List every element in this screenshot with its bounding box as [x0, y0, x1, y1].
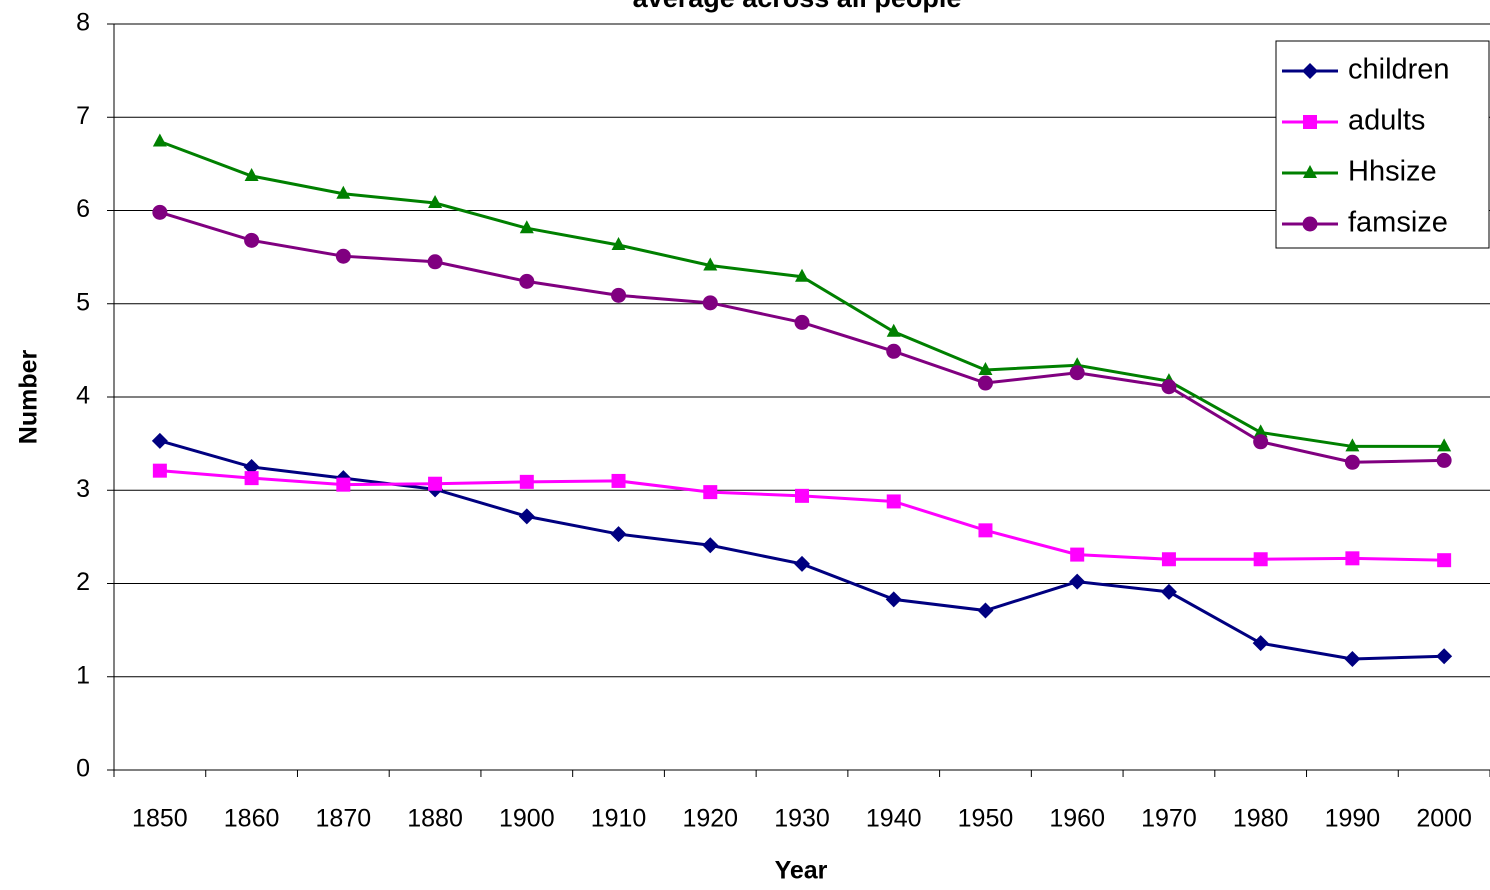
y-tick-label: 3	[76, 475, 90, 503]
x-axis-label: Year	[775, 857, 828, 885]
marker	[1253, 434, 1269, 450]
marker	[703, 257, 718, 271]
marker	[1161, 379, 1177, 395]
series-line	[159, 210, 1445, 464]
marker	[519, 273, 535, 289]
x-tick-label: 1990	[1325, 805, 1381, 833]
x-tick-label: 1870	[316, 805, 372, 833]
marker	[1345, 551, 1360, 566]
x-tick-label: 1880	[407, 805, 463, 833]
marker	[244, 471, 259, 486]
marker	[1344, 651, 1361, 668]
x-tick-label: 1930	[774, 805, 830, 833]
marker	[1253, 424, 1268, 438]
marker	[702, 537, 719, 554]
x-tick-label: 2000	[1416, 805, 1472, 833]
marker	[795, 488, 809, 503]
marker	[795, 268, 809, 282]
marker	[611, 237, 626, 251]
chart-title: average across all people	[633, 0, 962, 13]
marker	[1437, 553, 1452, 568]
marker	[518, 508, 535, 525]
series-line	[159, 439, 1445, 661]
marker	[702, 295, 718, 311]
y-tick-label: 6	[76, 195, 90, 223]
marker	[978, 361, 993, 375]
series-line	[159, 140, 1445, 448]
y-tick-label: 0	[76, 755, 90, 783]
y-tick-label: 5	[76, 288, 90, 316]
legend-label: adults	[1348, 105, 1425, 137]
marker	[610, 526, 627, 543]
legend-marker	[1303, 165, 1317, 178]
marker	[519, 474, 534, 489]
marker	[1253, 552, 1268, 567]
marker	[611, 287, 627, 303]
marker	[428, 476, 443, 491]
marker	[336, 185, 351, 199]
marker	[519, 220, 534, 234]
marker	[703, 485, 718, 500]
x-tick-label: 1920	[682, 805, 738, 833]
legend-marker	[1303, 115, 1317, 129]
marker	[1070, 547, 1085, 562]
x-tick-label: 1900	[499, 805, 555, 833]
legend-label: Hhsize	[1348, 156, 1437, 188]
marker	[336, 477, 351, 492]
marker	[244, 232, 260, 248]
x-tick-label: 1940	[866, 805, 922, 833]
y-tick-label: 2	[76, 568, 90, 596]
legend-marker	[1302, 63, 1318, 79]
marker	[1161, 552, 1176, 567]
x-tick-label: 1850	[132, 805, 188, 833]
marker	[1252, 635, 1269, 652]
marker	[794, 555, 810, 572]
x-tick-label: 1860	[224, 805, 280, 833]
y-tick-label: 8	[76, 9, 90, 37]
marker	[1436, 648, 1453, 665]
marker	[1437, 438, 1452, 452]
marker	[886, 494, 901, 509]
marker	[977, 375, 993, 391]
legend-marker	[1302, 216, 1318, 232]
x-tick-label: 1950	[958, 805, 1014, 833]
marker	[244, 167, 259, 181]
legend-label: children	[1348, 54, 1450, 86]
y-tick-label: 1	[76, 661, 90, 689]
marker	[977, 602, 994, 619]
series-line	[159, 469, 1445, 562]
y-tick-label: 4	[76, 382, 90, 410]
marker	[886, 323, 901, 337]
marker	[427, 254, 443, 270]
marker	[335, 248, 351, 264]
marker	[1345, 438, 1360, 452]
marker	[794, 314, 810, 330]
marker	[152, 463, 167, 478]
x-tick-label: 1980	[1233, 805, 1289, 833]
marker	[886, 343, 902, 359]
marker	[428, 195, 443, 209]
marker	[1069, 573, 1086, 590]
y-tick-label: 7	[76, 102, 90, 130]
legend-label: famsize	[1348, 207, 1448, 239]
marker	[611, 473, 626, 488]
x-tick-label: 1910	[591, 805, 647, 833]
x-tick-label: 1960	[1049, 805, 1105, 833]
marker	[1436, 452, 1452, 468]
x-tick-label: 1970	[1141, 805, 1197, 833]
marker	[243, 458, 260, 475]
marker	[978, 523, 993, 538]
marker	[1160, 583, 1177, 600]
marker	[1069, 365, 1085, 381]
marker	[885, 591, 902, 608]
y-axis-label: Number	[15, 350, 43, 445]
marker	[152, 133, 167, 147]
marker	[151, 432, 168, 449]
marker	[152, 204, 168, 220]
marker	[1344, 454, 1360, 470]
